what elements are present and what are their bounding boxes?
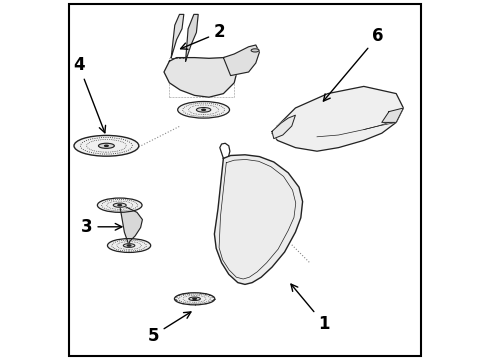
Ellipse shape: [118, 204, 122, 206]
Polygon shape: [186, 14, 198, 61]
Ellipse shape: [98, 143, 114, 148]
Ellipse shape: [98, 198, 142, 212]
Ellipse shape: [174, 293, 215, 305]
Polygon shape: [382, 108, 403, 122]
Ellipse shape: [189, 297, 200, 301]
Text: 5: 5: [147, 312, 191, 345]
Polygon shape: [272, 86, 403, 151]
Polygon shape: [120, 205, 143, 246]
Ellipse shape: [251, 49, 259, 52]
Ellipse shape: [123, 244, 135, 247]
Ellipse shape: [113, 203, 126, 207]
Ellipse shape: [127, 245, 131, 246]
Ellipse shape: [193, 298, 196, 300]
Text: 6: 6: [323, 27, 384, 101]
Ellipse shape: [107, 239, 151, 252]
Text: 1: 1: [291, 284, 330, 333]
Polygon shape: [223, 45, 259, 76]
Polygon shape: [272, 115, 295, 139]
Ellipse shape: [196, 108, 211, 112]
Text: 4: 4: [73, 56, 105, 133]
Text: 2: 2: [181, 23, 225, 49]
Polygon shape: [215, 155, 303, 284]
Polygon shape: [171, 14, 184, 58]
Ellipse shape: [178, 102, 229, 118]
Polygon shape: [164, 56, 238, 97]
Text: 3: 3: [81, 218, 122, 236]
Ellipse shape: [104, 145, 108, 147]
Ellipse shape: [202, 109, 205, 111]
Ellipse shape: [74, 135, 139, 156]
